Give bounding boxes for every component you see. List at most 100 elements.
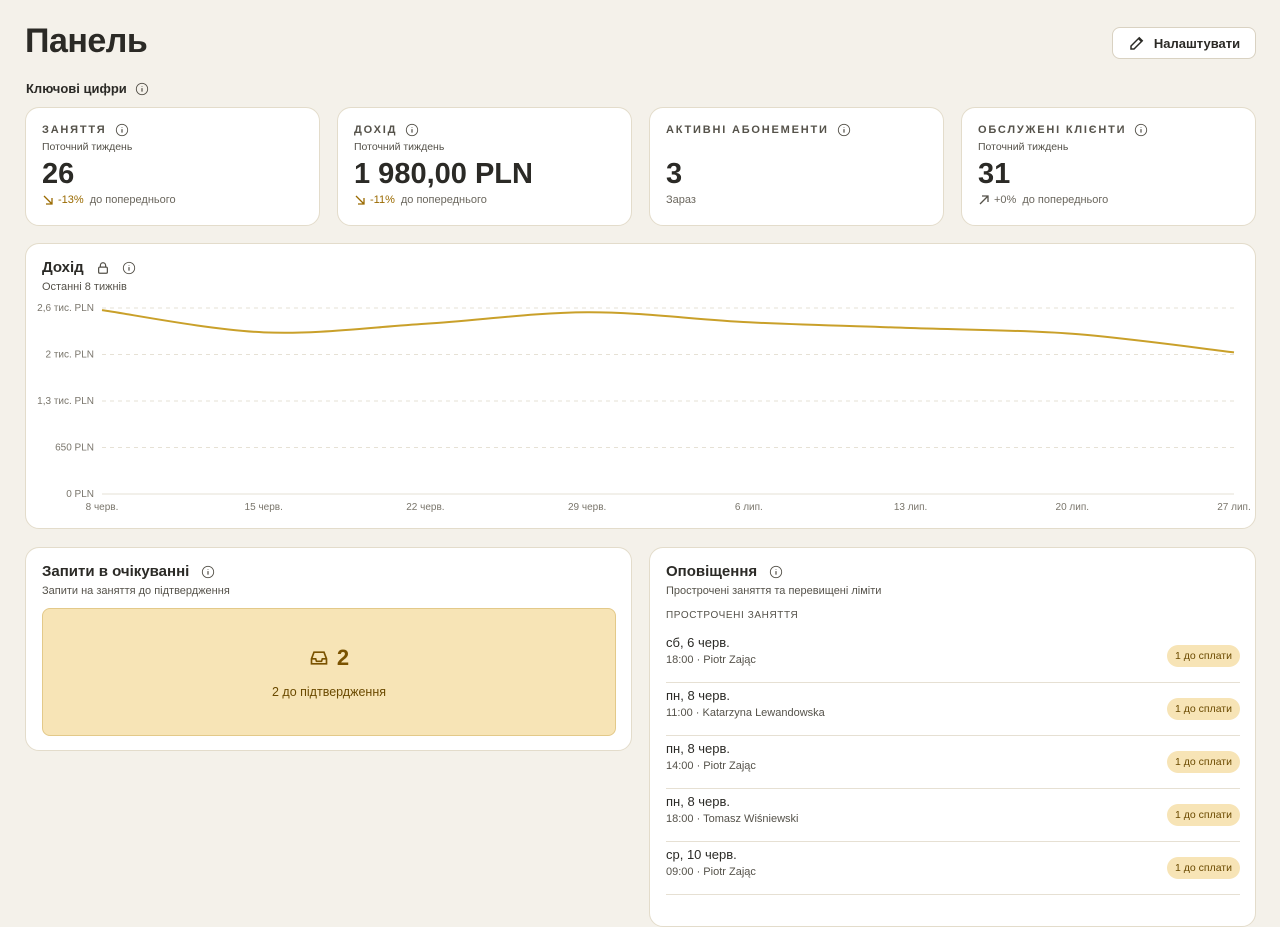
card-title: Оповіщення	[666, 563, 783, 580]
kpi-card: АКТИВНІ АБОНЕМЕНТИ 3 Зараз	[649, 107, 944, 226]
trend-icon	[979, 195, 989, 205]
y-tick-label: 2 тис. PLN	[45, 350, 94, 361]
kpi-change-text: до попереднього	[1022, 194, 1109, 206]
y-tick-label: 650 PLN	[55, 443, 94, 454]
x-tick-label: 8 черв.	[86, 502, 119, 513]
alert-badge: 1 до сплати	[1167, 751, 1240, 773]
kpi-label: ЗАНЯТТЯ	[42, 123, 129, 137]
card-title: Дохід	[42, 259, 136, 276]
info-icon	[770, 565, 783, 578]
kpi-label: АКТИВНІ АБОНЕМЕНТИ	[666, 123, 851, 137]
x-tick-label: 27 лип.	[1217, 502, 1251, 513]
alert-badge: 1 до сплати	[1167, 645, 1240, 667]
kpi-value: 3	[666, 158, 683, 190]
trend-icon	[355, 195, 365, 205]
x-tick-label: 13 лип.	[894, 502, 928, 513]
card-title: Запити в очікуванні	[42, 563, 215, 580]
kpi-change-text: до попереднього	[89, 194, 176, 206]
kpi-card: ОБСЛУЖЕНІ КЛІЄНТИ Поточний тиждень 31 +0% до…	[961, 107, 1256, 226]
x-tick-label: 22 черв.	[406, 502, 444, 513]
alert-item: сб, 6 черв. 18:00 · Piotr Zając 1 до сплат…	[666, 630, 1240, 683]
kpi-value: 26	[42, 158, 75, 190]
y-tick-label: 1,3 тис. PLN	[37, 396, 94, 407]
alerts-card: Оповіщення Прострочені заняття та переви…	[649, 547, 1256, 927]
alert-date: пн, 8 черв.	[666, 741, 731, 756]
kpi-note: Зараз	[666, 194, 696, 206]
alert-date: пн, 8 черв.	[666, 794, 731, 809]
alert-date: пн, 8 черв.	[666, 688, 731, 703]
kpi-change: -11% до попереднього	[354, 194, 487, 206]
kpi-label: ОБСЛУЖЕНІ КЛІЄНТИ	[978, 123, 1148, 137]
alert-date: ср, 10 черв.	[666, 847, 737, 862]
y-tick-label: 0 PLN	[66, 489, 94, 500]
pending-box[interactable]: 2 2 до підтвердження	[42, 608, 616, 736]
lock-icon	[97, 261, 108, 274]
revenue-card: Дохід Останні 8 тижнів 0 PLN 650 PLN 1,3 т…	[25, 243, 1256, 529]
settings-button[interactable]: Налаштувати	[1112, 27, 1256, 59]
alert-item: пн, 8 черв. 18:00 · Tomasz Wiśniewski 1 до…	[666, 789, 1240, 842]
alert-item: пн, 8 черв. 11:00 · Katarzyna Lewandowska…	[666, 683, 1240, 736]
alert-badge: 1 до сплати	[1167, 857, 1240, 879]
title-text: Оповіщення	[666, 563, 758, 580]
card-subtitle: Прострочені заняття та перевищені ліміти	[666, 585, 882, 597]
alert-detail: 09:00 · Piotr Zając	[666, 866, 756, 878]
section-label: Ключові цифри	[26, 81, 127, 96]
kpi-change-text: до попереднього	[400, 194, 487, 206]
edit-icon	[1130, 36, 1144, 50]
info-icon	[837, 123, 850, 137]
button-label: Налаштувати	[1153, 35, 1241, 51]
kpi-value: 1 980,00 PLN	[354, 158, 533, 190]
info-icon	[135, 82, 148, 95]
kpi-label-text: ЗАНЯТТЯ	[42, 124, 107, 136]
alert-detail: 11:00 · Katarzyna Lewandowska	[666, 707, 825, 719]
trend-icon	[43, 195, 53, 205]
alert-date: сб, 6 черв.	[666, 635, 730, 650]
alert-detail: 18:00 · Tomasz Wiśniewski	[666, 813, 799, 825]
title-text: Запити в очікуванні	[42, 563, 190, 580]
x-tick-label: 29 черв.	[568, 502, 606, 513]
kpi-label: ДОХІД	[354, 123, 419, 137]
alerts-section: ПРОСТРОЧЕНІ ЗАНЯТТЯ	[666, 610, 799, 621]
x-tick-label: 20 лип.	[1056, 502, 1090, 513]
kpi-label-text: ОБСЛУЖЕНІ КЛІЄНТИ	[978, 124, 1127, 136]
info-icon	[202, 565, 215, 578]
inbox-icon	[310, 651, 328, 665]
kpi-change: -13% до попереднього	[42, 194, 176, 206]
pending-count: 2	[336, 645, 350, 670]
alert-badge: 1 до сплати	[1167, 804, 1240, 826]
kpi-period: Поточний тиждень	[354, 141, 445, 153]
pending-card: Запити в очікуванні Запити на заняття до…	[25, 547, 632, 751]
kpi-label-text: АКТИВНІ АБОНЕМЕНТИ	[666, 124, 829, 136]
revenue-chart: 0 PLN 650 PLN 1,3 тис. PLN 2 тис. PLN 2,6 ти…	[37, 303, 1251, 513]
alert-badge: 1 до сплати	[1167, 698, 1240, 720]
kpi-card: ЗАНЯТТЯ Поточний тиждень 26 -13% до попередн…	[25, 107, 320, 226]
kpi-change: +0% до попереднього	[978, 194, 1108, 206]
x-tick-label: 15 черв.	[245, 502, 283, 513]
section-title: Ключові цифри	[26, 81, 149, 96]
page-title: Панель	[25, 22, 148, 60]
kpi-change-value: -11%	[370, 194, 395, 206]
kpi-period: Поточний тиждень	[42, 141, 133, 153]
pending-text: 2 до підтвердження	[271, 685, 386, 699]
y-tick-label: 2,6 тис. PLN	[37, 303, 94, 314]
x-tick-label: 6 лип.	[735, 502, 763, 513]
kpi-card: ДОХІД Поточний тиждень 1 980,00 PLN -11% до …	[337, 107, 632, 226]
kpi-value: 31	[978, 158, 1011, 190]
kpi-change-value: -13%	[58, 194, 84, 206]
info-icon	[122, 261, 135, 274]
kpi-period: Поточний тиждень	[978, 141, 1069, 153]
alert-item: ср, 10 черв. 09:00 · Piotr Zając 1 до спла…	[666, 842, 1240, 895]
info-icon	[1135, 123, 1148, 137]
alert-detail: 14:00 · Piotr Zając	[666, 760, 756, 772]
kpi-change-value: +0%	[994, 194, 1017, 206]
revenue-line	[101, 309, 1235, 354]
page: {"header":{"title":"Панель","button":"На…	[25, 22, 1256, 927]
pending-count-row: 2	[43, 645, 615, 671]
alert-item: пн, 8 черв. 14:00 · Piotr Zając 1 до сплат…	[666, 736, 1240, 789]
card-subtitle: Запити на заняття до підтвердження	[42, 585, 230, 597]
kpi-label-text: ДОХІД	[354, 124, 398, 136]
info-icon	[115, 123, 128, 137]
title-text: Дохід	[42, 259, 84, 276]
card-subtitle: Останні 8 тижнів	[42, 281, 127, 293]
info-icon	[406, 123, 419, 137]
